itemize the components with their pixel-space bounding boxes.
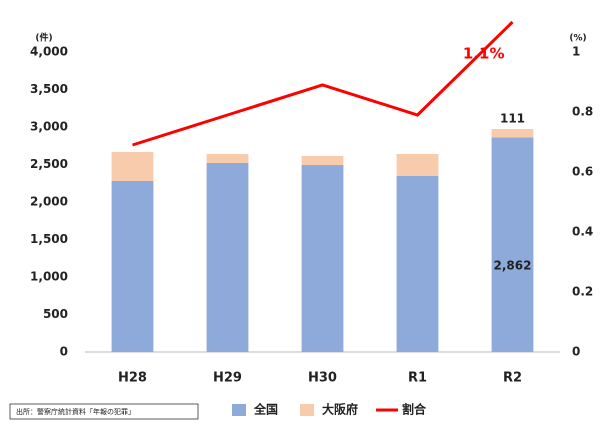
- y-tick-label: 4,000: [30, 45, 68, 59]
- bar: [206, 163, 249, 352]
- y-tick-label: 2,000: [30, 195, 68, 209]
- bar: [491, 137, 534, 352]
- y-tick-label: 0: [60, 345, 68, 359]
- y-tick-label: 1,000: [30, 270, 68, 284]
- source: 出所：警察庁統計資料「年報の犯罪」: [16, 407, 135, 416]
- bar: [396, 154, 439, 176]
- legend-swatch: [300, 404, 315, 416]
- y2-tick-label: 0.8: [572, 105, 593, 119]
- line: [132, 20, 514, 147]
- legend-label: 割合: [402, 402, 427, 417]
- legend-label: 全国: [253, 402, 278, 417]
- y2-tick-label: 0: [572, 345, 580, 359]
- data-label: 2,862: [494, 259, 532, 273]
- bar: [396, 175, 439, 352]
- bar: [301, 156, 344, 166]
- bar: [111, 151, 154, 181]
- y-tick-label: 500: [43, 307, 68, 321]
- y-tick-label: 2,500: [30, 157, 68, 171]
- x-tick-label: H29: [213, 371, 242, 386]
- y2-tick-label: 0.4: [572, 225, 593, 239]
- y2-tick-label: 0.6: [572, 165, 593, 179]
- x-tick-label: H30: [308, 371, 337, 386]
- x-tick-label: R1: [408, 371, 427, 386]
- y2-tick-label: 0.2: [572, 285, 593, 299]
- y2-unit: (%): [569, 34, 586, 44]
- y2-tick-label: 1: [572, 45, 580, 59]
- y-tick-label: 1,500: [30, 232, 68, 246]
- y-tick-label: 3,500: [30, 82, 68, 96]
- y-tick-label: 3,000: [30, 120, 68, 134]
- y-unit: (件): [35, 32, 52, 44]
- legend-swatch: [232, 404, 246, 416]
- bar: [111, 181, 154, 352]
- x-tick-label: R2: [503, 371, 522, 386]
- data-label: 1.1%: [463, 45, 505, 63]
- x-tick-label: H28: [118, 371, 147, 386]
- bar: [301, 165, 344, 352]
- source-box: [9, 403, 199, 420]
- bar: [491, 129, 534, 138]
- bar: [206, 154, 249, 163]
- legend-label: 大阪府: [322, 402, 358, 417]
- data-label: 111: [500, 112, 525, 126]
